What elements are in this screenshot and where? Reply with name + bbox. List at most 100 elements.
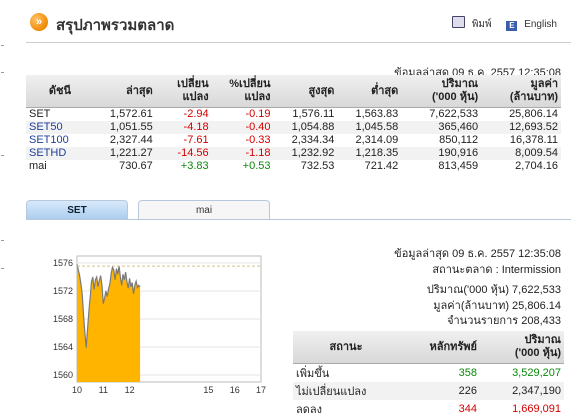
adv-status: ลดลง xyxy=(296,404,322,416)
table-row: mai 730.67 +3.83 +0.53 732.53 721.42 813… xyxy=(26,160,561,173)
chart-x-tick-label: 10 xyxy=(72,385,82,395)
col-volume: ปริมาณ ('000 หุ้น) xyxy=(401,75,482,108)
print-icon[interactable] xyxy=(452,16,466,28)
index-last: 2,327.44 xyxy=(109,134,153,146)
chart-area-fill xyxy=(77,264,141,382)
page-title: สรุปภาพรวมตลาด xyxy=(56,17,175,34)
index-last: 1,051.55 xyxy=(93,121,156,134)
chart-x-tick-label: 11 xyxy=(99,385,108,395)
index-name-link[interactable]: SET100 xyxy=(29,134,69,146)
index-value: 12,693.52 xyxy=(481,121,561,134)
index-high: 1,054.88 xyxy=(273,121,338,134)
index-volume: 7,622,533 xyxy=(429,108,479,120)
index-change: -7.61 xyxy=(183,134,209,146)
index-name-link[interactable]: SETHD xyxy=(26,147,94,160)
chart-series-line xyxy=(76,264,141,348)
index-value: 2,704.16 xyxy=(515,160,558,172)
col-change: เปลี่ยน แปลง xyxy=(155,75,212,108)
chart-x-tick-label: 15 xyxy=(203,385,213,395)
table-row: เพิ่มขึ้น 358 3,529,207 xyxy=(293,364,564,383)
print-link[interactable]: พิมพ์ xyxy=(471,19,492,30)
index-low: 721.42 xyxy=(364,160,399,172)
tab-set[interactable]: SET xyxy=(26,200,128,220)
col-value: มูลค่า (ล้านบาท) xyxy=(481,75,561,108)
index-table-header: ดัชนี ล่าสุด เปลี่ยน แปลง %เปลี่ยน แปลง สู… xyxy=(26,75,561,108)
english-icon[interactable]: E xyxy=(506,21,518,31)
header-divider xyxy=(26,42,571,43)
index-change: -4.18 xyxy=(155,121,212,134)
header-links: พิมพ์ E English xyxy=(448,16,557,32)
index-name-link[interactable]: SET50 xyxy=(26,121,94,134)
index-change: -2.94 xyxy=(183,108,209,120)
index-low: 1,045.58 xyxy=(337,121,402,134)
chart-y-tick-label: 1576 xyxy=(53,258,73,268)
index-change: +3.83 xyxy=(180,160,209,172)
market-status: สถานะตลาด : Intermission xyxy=(432,264,561,276)
chart-x-tick-label: 16 xyxy=(230,385,240,395)
index-name: SET xyxy=(29,108,51,120)
index-value: 16,378.11 xyxy=(509,134,558,146)
index-last: 730.67 xyxy=(119,160,153,172)
table-row: SET100 2,327.44 -7.61 -0.33 2,334.34 2,3… xyxy=(26,134,561,147)
table-row: SETHD 1,221.27 -14.56 -1.18 1,232.92 1,2… xyxy=(26,147,561,160)
index-pct-change: -0.33 xyxy=(245,134,271,146)
col-low: ต่ำสุด xyxy=(337,75,402,108)
index-pct-change: +0.53 xyxy=(242,160,271,172)
market-trades: จำนวนรายการ 208,433 xyxy=(447,315,561,327)
adv-volume: 2,347,190 xyxy=(480,382,564,400)
index-low: 1,218.35 xyxy=(337,147,402,160)
index-high: 732.53 xyxy=(300,160,335,172)
index-table: ดัชนี ล่าสุด เปลี่ยน แปลง %เปลี่ยน แปลง สู… xyxy=(26,75,561,173)
index-value: 8,009.54 xyxy=(481,147,561,160)
index-pct-change: -0.19 xyxy=(245,108,271,120)
col-pct-change: %เปลี่ยน แปลง xyxy=(211,75,274,108)
chart-x-tick-label: 17 xyxy=(256,385,266,395)
col-adv-volume: ปริมาณ ('000 หุ้น) xyxy=(480,331,564,364)
chart-y-tick-label: 1560 xyxy=(53,370,73,380)
tab-mai[interactable]: mai xyxy=(138,200,270,220)
market-last-update: ข้อมูลล่าสุด 09 ธ.ค. 2557 12:35:08 xyxy=(394,248,561,260)
table-row: SET 1,572.61 -2.94 -0.19 1,576.11 1,563.… xyxy=(26,108,561,122)
index-volume: 365,460 xyxy=(401,121,482,134)
market-tabs: SET mai xyxy=(26,200,571,220)
index-volume: 850,112 xyxy=(439,134,479,146)
table-row: ลดลง 344 1,669,091 xyxy=(293,400,564,418)
adv-securities: 226 xyxy=(399,382,480,400)
index-last: 1,221.27 xyxy=(93,147,156,160)
chart-x-tick-label: 12 xyxy=(125,385,135,395)
english-link[interactable]: English xyxy=(524,19,557,30)
index-change: -14.56 xyxy=(155,147,212,160)
chart-y-tick-label: 1564 xyxy=(53,342,73,352)
index-name: mai xyxy=(29,160,47,172)
chart-y-tick-label: 1568 xyxy=(53,314,73,324)
table-row: SET50 1,051.55 -4.18 -0.40 1,054.88 1,04… xyxy=(26,121,561,134)
col-status: สถานะ xyxy=(293,331,399,364)
index-high: 1,232.92 xyxy=(273,147,338,160)
index-high: 1,576.11 xyxy=(292,108,335,120)
col-securities: หลักทรัพย์ xyxy=(399,331,480,364)
adv-volume: 3,529,207 xyxy=(512,367,561,379)
index-value: 25,806.14 xyxy=(509,108,558,120)
index-low: 1,563.83 xyxy=(355,108,399,120)
intraday-index-chart: 1576 1572 1568 1564 1560 10 11 12 15 16 17 xyxy=(53,255,266,395)
index-volume: 813,459 xyxy=(438,160,479,172)
market-value: มูลค่า(ล้านบาท) 25,806.14 xyxy=(433,300,561,312)
advance-decline-table: สถานะ หลักทรัพย์ ปริมาณ ('000 หุ้น) เพิ่ม… xyxy=(293,331,564,418)
table-row: ไม่เปลี่ยนแปลง 226 2,347,190 xyxy=(293,382,564,400)
adv-status: ไม่เปลี่ยนแปลง xyxy=(293,382,399,400)
left-edge-markers xyxy=(0,0,6,420)
adv-securities: 344 xyxy=(458,403,477,415)
index-volume: 190,916 xyxy=(401,147,482,160)
index-high: 2,334.34 xyxy=(291,134,335,146)
index-low: 2,314.09 xyxy=(355,134,399,146)
col-high: สูงสุด xyxy=(273,75,338,108)
advance-decline-header: สถานะ หลักทรัพย์ ปริมาณ ('000 หุ้น) xyxy=(293,331,564,364)
section-logo-icon: » xyxy=(30,13,48,31)
col-last: ล่าสุด xyxy=(93,75,156,108)
chart-y-tick-label: 1572 xyxy=(53,286,73,296)
adv-volume: 1,669,091 xyxy=(512,403,561,415)
market-volume: ปริมาณ('000 หุ้น) 7,622,533 xyxy=(426,284,561,296)
adv-securities: 358 xyxy=(458,367,477,379)
index-last: 1,572.61 xyxy=(109,108,153,120)
tab-divider xyxy=(26,219,571,220)
